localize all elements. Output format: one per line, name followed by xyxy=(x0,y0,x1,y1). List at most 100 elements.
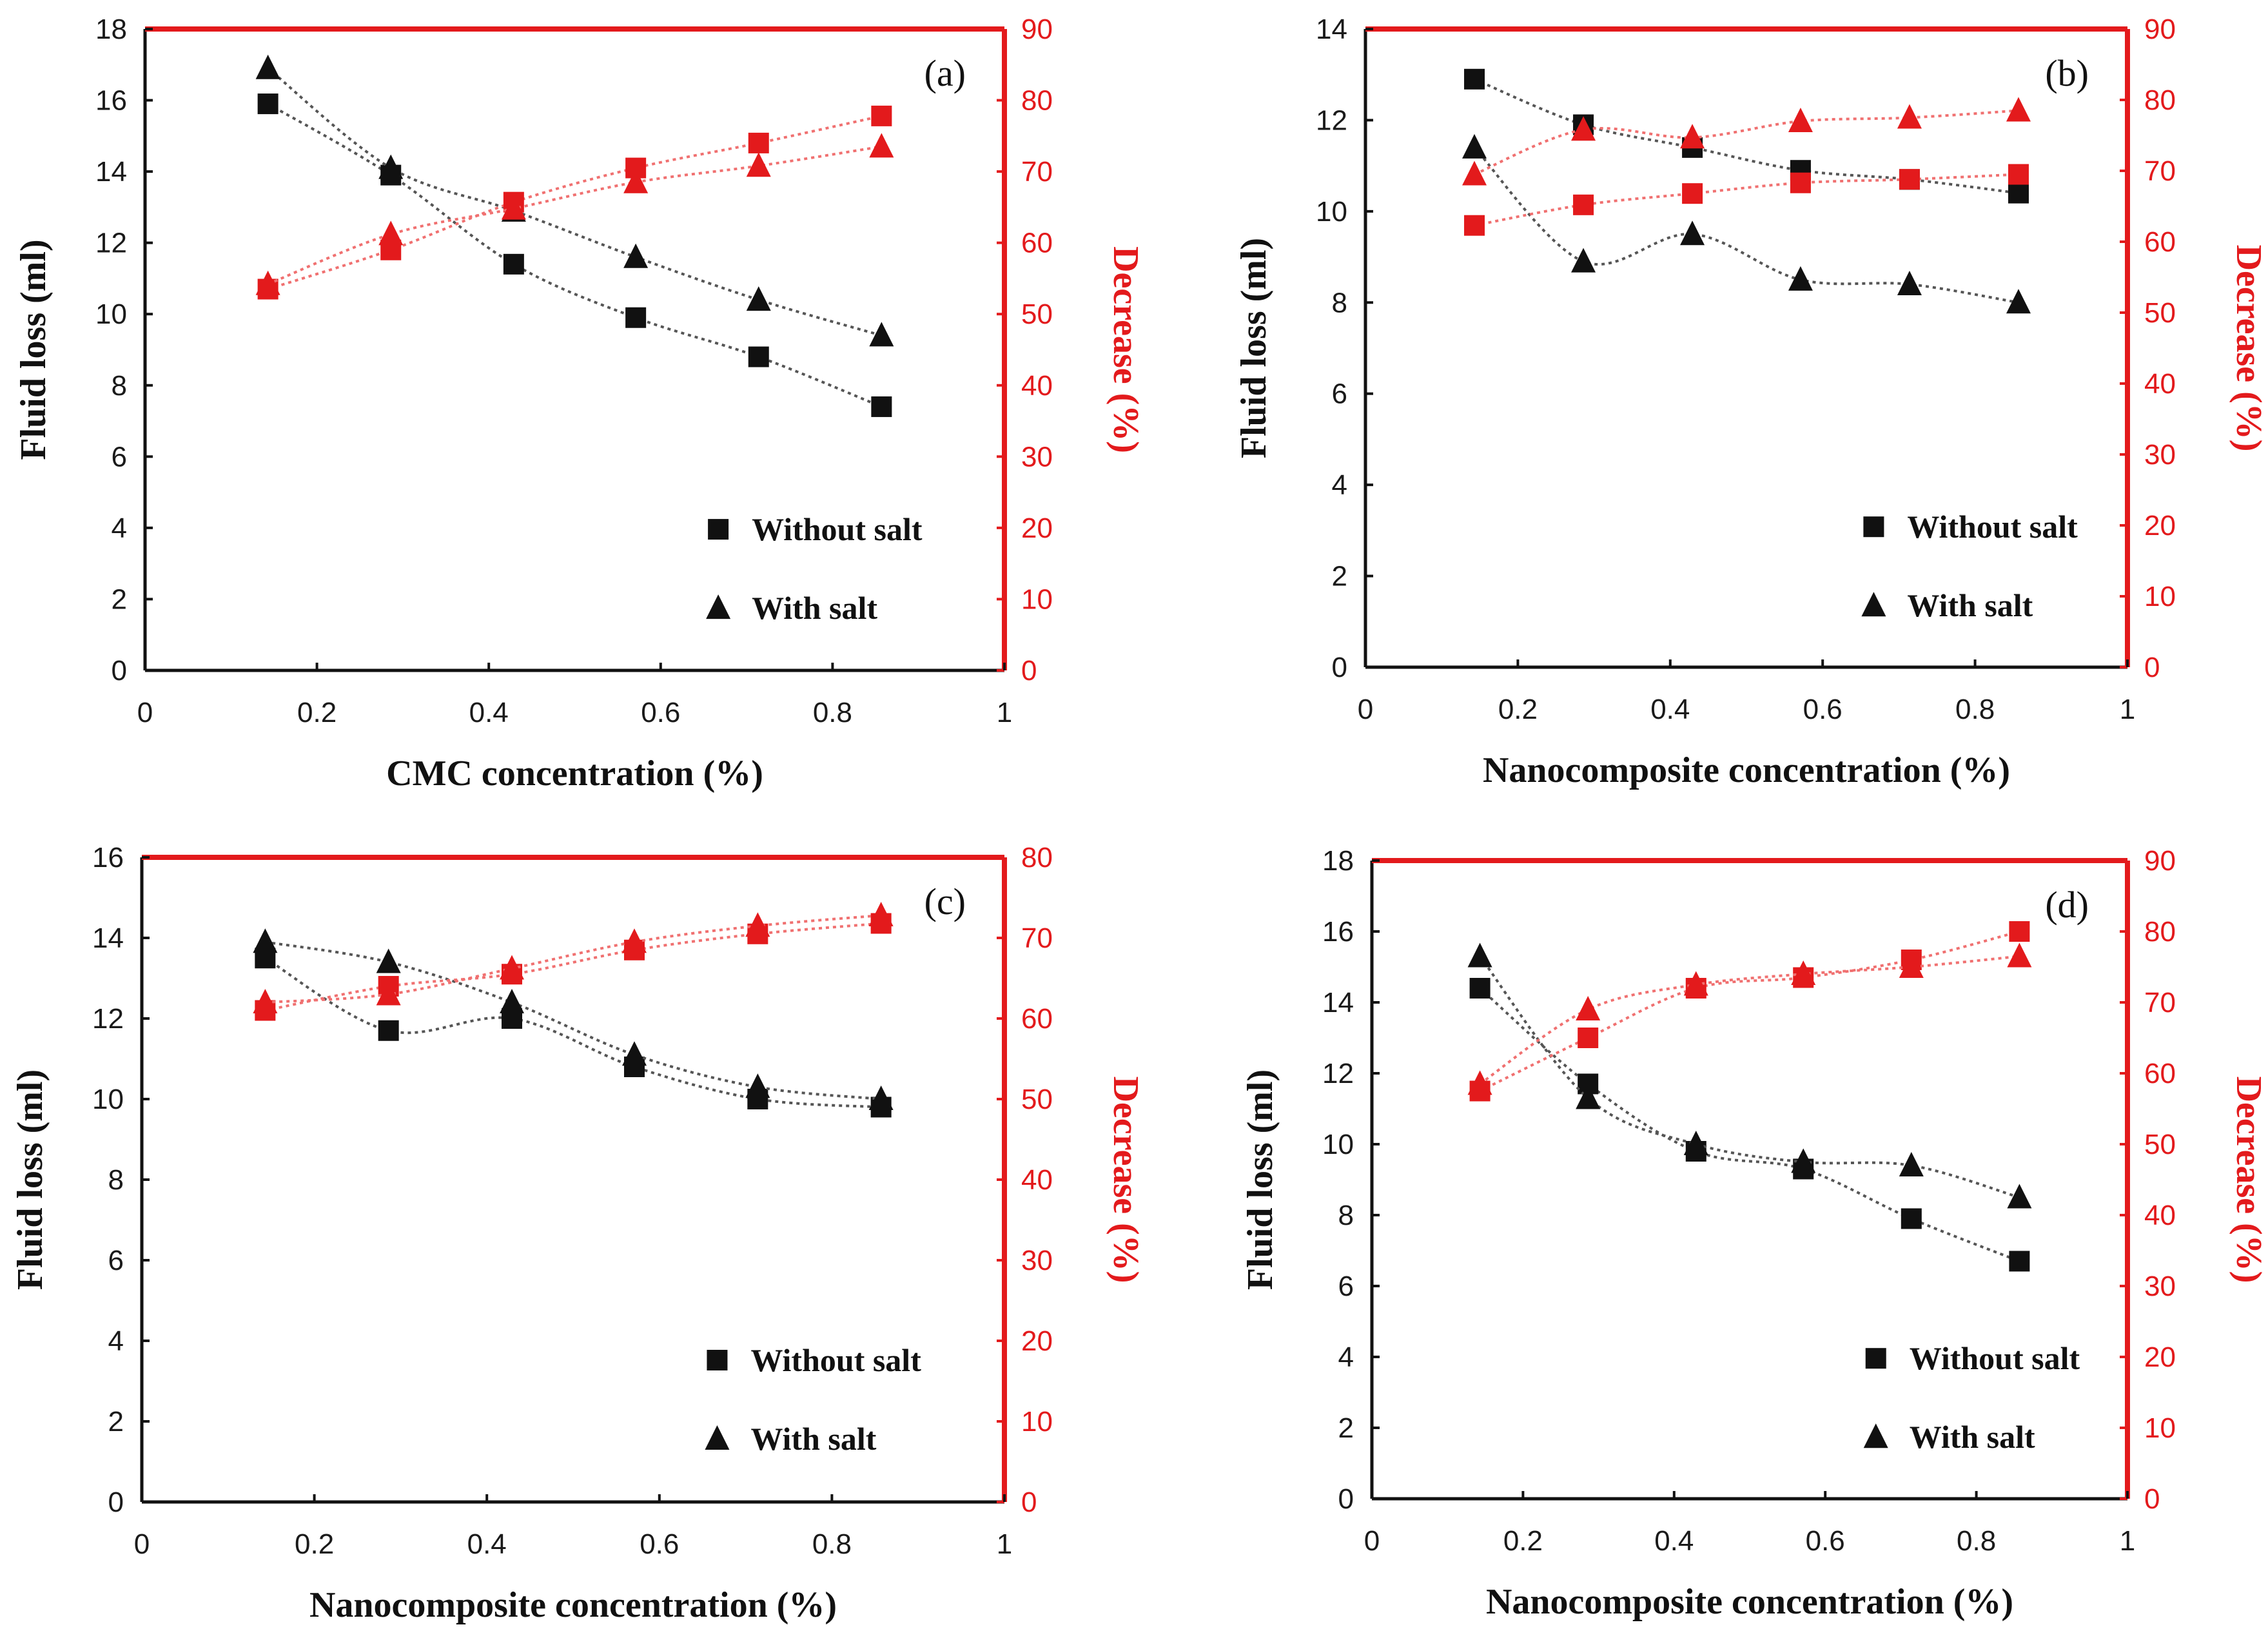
x-axis-label: Nanocomposite concentration (%) xyxy=(309,1585,837,1625)
decrease-trend-line xyxy=(1479,955,2020,1086)
y-tick-label: 12 xyxy=(1322,1058,1354,1089)
y2-tick-label: 70 xyxy=(1021,156,1053,188)
fluid-loss-square-point xyxy=(1464,68,1485,90)
y2-tick-label: 10 xyxy=(2144,581,2176,612)
decrease-trend-line xyxy=(267,145,882,286)
y2-tick-label: 80 xyxy=(2144,84,2176,116)
y-axis-label: Fluid loss (ml) xyxy=(10,1069,50,1290)
y2-tick-label: 20 xyxy=(2144,510,2176,541)
fluid-loss-triangle-point xyxy=(621,1041,647,1066)
x-axis-label: CMC concentration (%) xyxy=(386,754,763,794)
decrease-triangle-point xyxy=(621,928,647,953)
y2-axis-label: Decrease (%) xyxy=(2229,245,2268,452)
y2-tick-label: 70 xyxy=(1021,922,1053,954)
legend-label-with-salt: With salt xyxy=(1907,587,2033,623)
y-tick-label: 2 xyxy=(112,583,127,615)
x-tick-label: 0.4 xyxy=(1650,694,1690,725)
decrease-triangle-point xyxy=(1791,960,1816,985)
y-tick-label: 8 xyxy=(1332,287,1347,318)
fluid-loss-square-point xyxy=(1469,978,1491,999)
decrease-trend-line xyxy=(267,114,882,291)
legend-label-with-salt: With salt xyxy=(750,1421,876,1457)
x-tick-label: 0.6 xyxy=(640,1528,679,1560)
legend-square-icon xyxy=(707,1350,728,1370)
y-axis-label: Fluid loss (ml) xyxy=(1234,238,1274,458)
y2-axis-label: Decrease (%) xyxy=(1106,1077,1146,1283)
decrease-square-point xyxy=(2009,921,2030,942)
fluid-loss-triangle-point xyxy=(1791,1148,1816,1173)
fluid-loss-triangle-point xyxy=(2007,1184,2032,1209)
decrease-triangle-point xyxy=(253,989,278,1013)
fluid-loss-square-point xyxy=(625,307,647,328)
decrease-triangle-point xyxy=(501,195,526,220)
legend-square-icon xyxy=(1865,1348,1886,1369)
y2-tick-label: 0 xyxy=(2144,652,2160,683)
decrease-triangle-point xyxy=(1576,996,1601,1020)
fluid-loss-triangle-point xyxy=(500,989,525,1013)
x-tick-label: 1 xyxy=(997,697,1012,728)
y-tick-label: 0 xyxy=(1332,652,1347,683)
legend-label-without-salt: Without salt xyxy=(752,511,923,547)
y-tick-label: 4 xyxy=(1332,469,1347,501)
x-tick-label: 1 xyxy=(997,1528,1012,1560)
fluid-loss-triangle-point xyxy=(623,243,649,268)
decrease-triangle-point xyxy=(1680,124,1705,149)
x-tick-label: 0.8 xyxy=(1955,694,1995,725)
y-tick-label: 10 xyxy=(95,298,127,330)
fluid-loss-triangle-point xyxy=(1683,1131,1708,1155)
x-tick-label: 0.2 xyxy=(1503,1525,1543,1557)
x-tick-label: 1 xyxy=(2120,694,2135,725)
decrease-triangle-point xyxy=(869,133,894,158)
legend-square-icon xyxy=(1863,516,1884,538)
fluid-loss-square-point xyxy=(257,93,279,115)
y2-tick-label: 10 xyxy=(1021,1406,1053,1437)
fluid-loss-square-point xyxy=(378,1020,399,1041)
y2-tick-label: 70 xyxy=(2144,155,2176,187)
y2-tick-label: 90 xyxy=(2144,845,2176,877)
y-tick-label: 2 xyxy=(108,1406,124,1437)
chart-panel-a: 0 2 4 6 8 10 12 14 16 18 0 10 20 30 40 50 60 70 80 90 0 0.2 0.… xyxy=(14,14,1146,794)
x-tick-label: 0.6 xyxy=(641,697,680,728)
x-tick-label: 0 xyxy=(137,697,153,728)
fluid-loss-trend-line xyxy=(1479,955,2020,1199)
fluid-loss-triangle-point xyxy=(868,1086,894,1110)
y2-tick-label: 60 xyxy=(2144,1058,2176,1089)
y-tick-label: 10 xyxy=(92,1084,124,1115)
panel-label: (a) xyxy=(924,52,966,94)
fluid-loss-triangle-point xyxy=(1899,1152,1924,1176)
fluid-loss-triangle-point xyxy=(1680,220,1705,246)
decrease-trend-line xyxy=(265,914,881,1004)
fluid-loss-triangle-point xyxy=(253,928,278,953)
y2-axis-label: Decrease (%) xyxy=(1106,246,1146,453)
decrease-triangle-point xyxy=(623,168,649,193)
decrease-triangle-point xyxy=(1897,104,1922,129)
decrease-square-point xyxy=(2008,164,2029,185)
x-tick-label: 0 xyxy=(1364,1525,1380,1557)
fluid-loss-triangle-point xyxy=(376,948,401,973)
y-tick-label: 0 xyxy=(108,1486,124,1518)
y2-tick-label: 40 xyxy=(1021,370,1053,402)
decrease-square-point xyxy=(1578,1028,1599,1048)
y-tick-label: 12 xyxy=(92,1003,124,1035)
y-tick-label: 16 xyxy=(95,85,127,117)
fluid-loss-triangle-point xyxy=(746,286,771,311)
decrease-triangle-point xyxy=(255,270,280,295)
decrease-triangle-point xyxy=(500,955,525,980)
y2-tick-label: 80 xyxy=(2144,916,2176,948)
x-tick-label: 0.4 xyxy=(467,1528,507,1560)
fluid-loss-square-point xyxy=(1901,1208,1922,1229)
y2-tick-label: 50 xyxy=(1021,1084,1053,1115)
x-tick-label: 0.8 xyxy=(812,1528,852,1560)
legend-triangle-icon xyxy=(1863,1423,1888,1448)
decrease-triangle-point xyxy=(1462,161,1487,186)
y2-tick-label: 30 xyxy=(2144,439,2176,471)
fluid-loss-trend-line xyxy=(267,102,883,408)
y2-tick-label: 90 xyxy=(1021,14,1053,45)
fluid-loss-triangle-point xyxy=(1462,133,1487,159)
fluid-loss-trend-line xyxy=(264,940,881,1100)
y-tick-label: 4 xyxy=(1338,1341,1354,1373)
y-tick-label: 14 xyxy=(1316,14,1347,45)
decrease-triangle-point xyxy=(2007,942,2032,968)
legend-label-without-salt: Without salt xyxy=(750,1342,921,1378)
y2-tick-label: 20 xyxy=(1021,512,1053,544)
